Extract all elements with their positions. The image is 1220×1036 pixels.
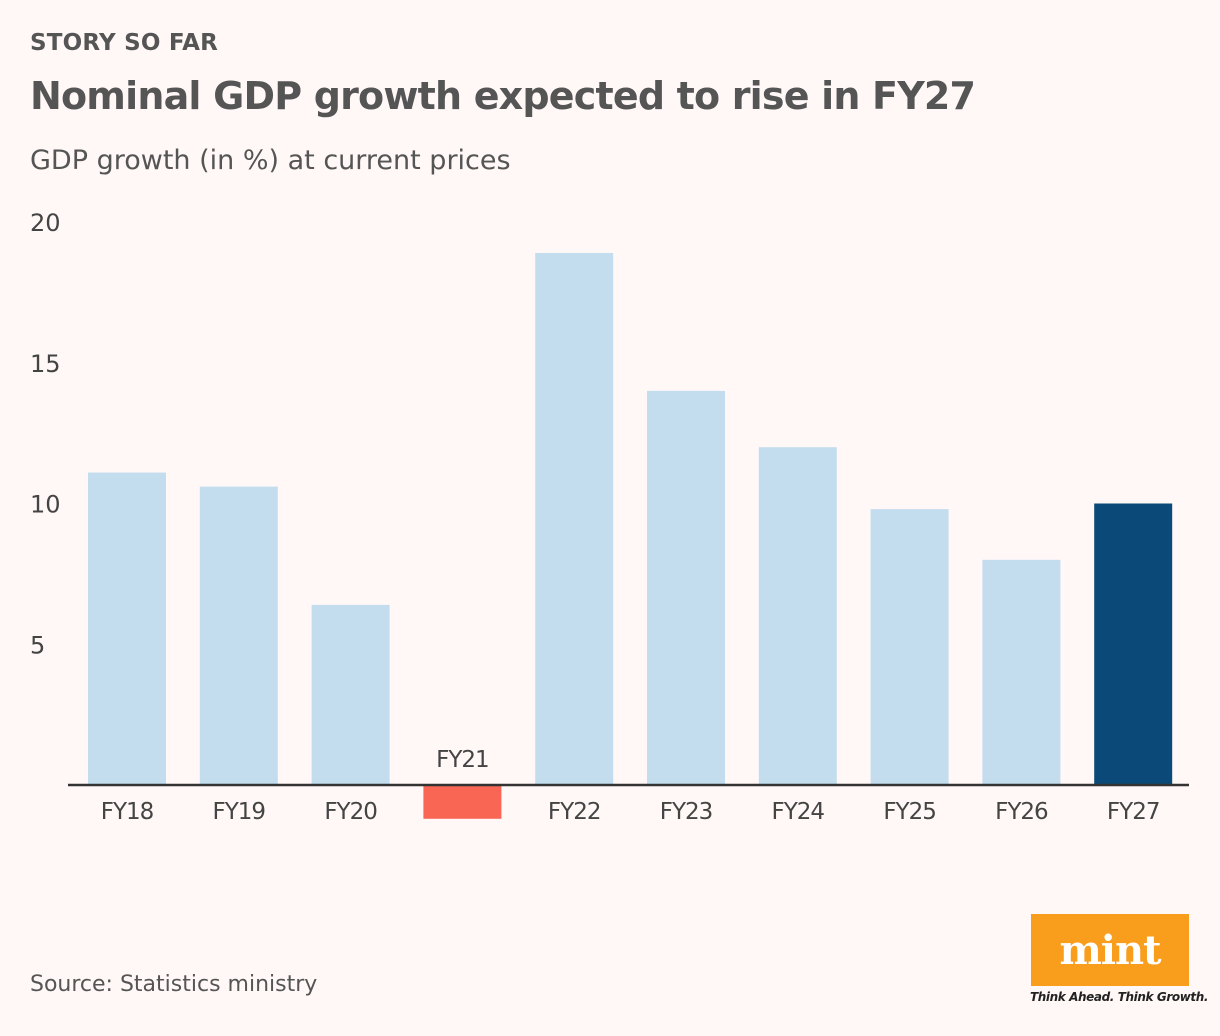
bar-fy24 <box>758 447 837 785</box>
bar-fy20 <box>311 604 390 785</box>
bar-fy23 <box>647 390 725 785</box>
bar-chart: 5 10 15 20 FY18 FY19 FY20 FY21 FY22 FY23 FY24 FY25 F… <box>30 209 1189 825</box>
bar-fy26 <box>982 559 1061 785</box>
kicker: STORY SO FAR <box>30 30 219 56</box>
x-tick-label: FY26 <box>995 799 1048 825</box>
mint-logo: mint <box>1031 914 1189 986</box>
bar-fy19 <box>199 486 278 785</box>
source-note: Source: Statistics ministry <box>30 972 318 997</box>
x-tick-label: FY27 <box>1107 799 1160 825</box>
y-tick-label: 15 <box>30 350 61 378</box>
x-tick-label: FY21 <box>436 747 489 773</box>
bar-fy22 <box>535 252 614 786</box>
y-tick-label: 10 <box>30 491 61 519</box>
chart-title: Nominal GDP growth expected to rise in F… <box>30 74 976 118</box>
bar-fy25 <box>870 509 949 785</box>
logo-tagline: Think Ahead. Think Growth. <box>1030 990 1209 1004</box>
bar-fy27 <box>1094 503 1173 785</box>
x-tick-label: FY18 <box>101 799 154 825</box>
x-tick-label: FY19 <box>213 799 266 825</box>
x-tick-label: FY20 <box>324 799 377 825</box>
x-tick-label: FY25 <box>883 799 936 825</box>
bar-fy18 <box>88 472 166 785</box>
x-tick-label: FY24 <box>772 799 825 825</box>
chart-subtitle: GDP growth (in %) at current prices <box>30 145 511 176</box>
y-tick-label: 20 <box>30 209 61 237</box>
x-tick-label: FY23 <box>660 799 713 825</box>
x-tick-label: FY22 <box>548 799 601 825</box>
bar-fy21 <box>423 785 502 819</box>
logo-text: mint <box>1059 926 1161 974</box>
y-tick-label: 5 <box>30 631 45 659</box>
